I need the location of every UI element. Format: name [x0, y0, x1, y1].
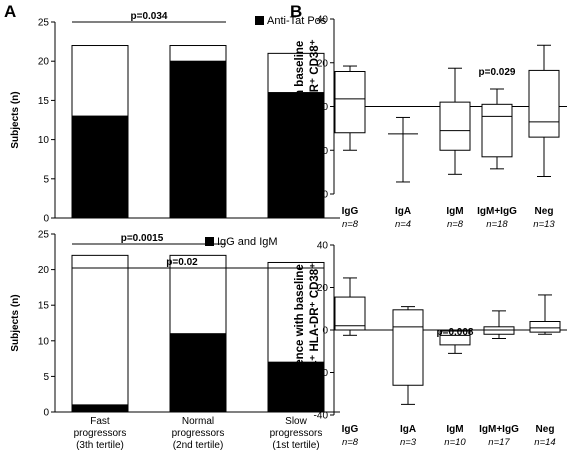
box-iqr [481, 103, 513, 158]
y-tick-label: 5 [43, 174, 49, 185]
legend-swatch [205, 237, 214, 246]
group-n-label: n=10 [444, 437, 466, 448]
group-n-label: n=18 [486, 219, 508, 230]
y-axis-label: Difference with baseline [294, 264, 306, 396]
y-tick-label: -20 [314, 146, 329, 157]
group-label: IgG [342, 424, 359, 435]
y-tick-label: 10 [38, 336, 50, 347]
chart-b-top: -40 -20 0 20 40 Difference with baseline% CD8… [294, 15, 567, 230]
p-value-label: p=0.02 [166, 257, 198, 268]
y-tick-label: 0 [43, 214, 49, 225]
bar-positive [71, 404, 129, 413]
p-value-label: p=0.0015 [121, 233, 164, 244]
x-category-label: (1st tertile) [272, 440, 319, 451]
x-category-label: progressors [270, 428, 323, 439]
bar-positive [267, 361, 325, 413]
group-n-label: n=3 [400, 437, 417, 448]
legend-label: Anti-Tat Pos [267, 15, 327, 27]
x-category-label: Fast [90, 416, 110, 427]
bar-positive [71, 115, 129, 219]
group-label: IgA [400, 424, 416, 435]
p-value-label: p=0.034 [131, 11, 168, 22]
group-label: IgM [446, 206, 463, 217]
legend-swatch [255, 16, 264, 25]
panel-letter-a: A [4, 2, 16, 21]
x-category-label: progressors [74, 428, 127, 439]
y-tick-label: 20 [317, 58, 329, 69]
box-iqr [528, 69, 560, 138]
bar-positive [169, 333, 227, 413]
y-tick-label: -40 [314, 411, 329, 422]
y-tick-label: 20 [317, 283, 329, 294]
box-iqr [483, 326, 515, 335]
p-value-label: p=0.008 [437, 327, 474, 338]
x-category-label: Slow [285, 416, 307, 427]
group-label: IgM+IgG [479, 424, 519, 435]
y-tick-label: 0 [43, 408, 49, 419]
box-iqr [439, 101, 471, 151]
y-tick-label: 15 [38, 96, 50, 107]
legend-label: IgG and IgM [217, 236, 278, 248]
group-label: IgG [342, 206, 359, 217]
group-n-label: n=8 [447, 219, 464, 230]
p-value-label: p=0.029 [479, 67, 516, 78]
box-iqr [334, 296, 366, 331]
group-n-label: n=13 [533, 219, 555, 230]
y-tick-label: 5 [43, 372, 49, 383]
y-tick-label: -20 [314, 368, 329, 379]
x-category-label: (3th tertile) [76, 440, 124, 451]
panel-letter-b: B [290, 2, 302, 21]
y-tick-label: 40 [317, 15, 329, 26]
bar-positive [169, 60, 227, 219]
group-label: IgA [395, 206, 411, 217]
y-tick-label: 0 [322, 102, 328, 113]
y-tick-label: 15 [38, 301, 50, 312]
y-tick-label: -40 [314, 190, 329, 201]
x-category-label: progressors [172, 428, 225, 439]
y-axis-label-line2: % CD4⁺ HLA-DR⁺ CD38⁺ [309, 263, 321, 398]
bar-positive [267, 92, 325, 219]
group-label: Neg [536, 424, 555, 435]
y-axis-label: Subjects (n) [10, 294, 21, 351]
box-iqr [392, 309, 424, 386]
y-tick-label: 20 [38, 265, 50, 276]
y-axis-label: Difference with baseline [294, 41, 306, 173]
y-tick-label: 25 [38, 18, 50, 29]
bar-total [71, 254, 129, 413]
group-label: IgM [446, 424, 463, 435]
group-n-label: n=4 [395, 219, 411, 230]
y-tick-label: 10 [38, 135, 50, 146]
chart-b-bottom: -40 -20 0 20 40 Difference with baseline% CD4… [294, 241, 567, 448]
y-tick-label: 40 [317, 241, 329, 252]
group-n-label: n=8 [342, 437, 359, 448]
x-category-label: Normal [182, 416, 214, 427]
y-tick-label: 0 [322, 326, 328, 337]
chart-a-bottom: 0 5 10 15 20 25 Subjects (n) IgG and IgM p=0.001… [10, 230, 340, 451]
x-category-label: (2nd tertile) [173, 440, 224, 451]
box-iqr [529, 321, 561, 333]
y-axis-label-line2: % CD8⁺ HLA-DR⁺ CD38⁺ [309, 39, 321, 174]
group-n-label: n=17 [488, 437, 510, 448]
y-tick-label: 25 [38, 230, 50, 241]
group-n-label: n=8 [342, 219, 359, 230]
group-label: Neg [535, 206, 554, 217]
chart-a-top: 0 5 10 15 20 25 Subjects (n) Anti-Tat Pos p=0.03… [10, 11, 340, 225]
y-tick-label: 20 [38, 57, 50, 68]
group-n-label: n=14 [534, 437, 555, 448]
group-label: IgM+IgG [477, 206, 517, 217]
box-iqr [334, 71, 366, 134]
box-iqr [439, 330, 471, 346]
y-axis-label: Subjects (n) [10, 91, 21, 148]
